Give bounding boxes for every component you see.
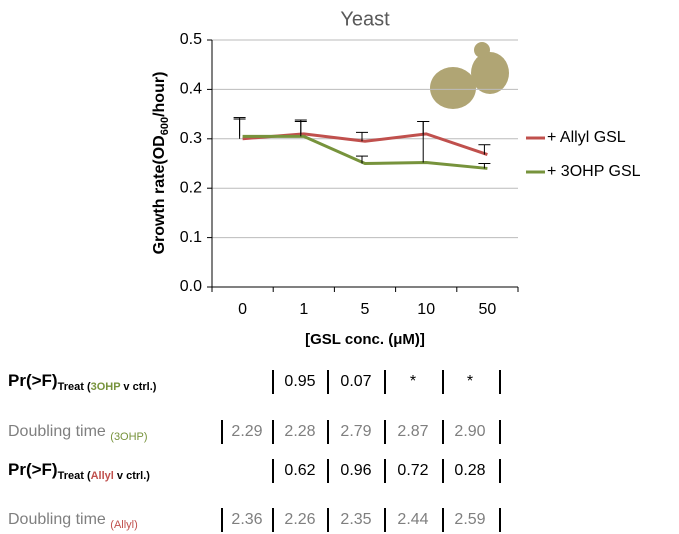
label-sub: Treat ( [58, 381, 91, 393]
y-label-sub: 600 [159, 117, 171, 135]
x-tick-label: 50 [479, 301, 497, 318]
cell: 0.28 [454, 462, 485, 479]
cell: 0.62 [284, 462, 315, 479]
legend-label: + Allyl GSL [547, 129, 626, 146]
cell: * [410, 373, 416, 390]
row-label: Pr(>F)Treat (3OHP v ctrl.) [8, 371, 157, 392]
label-tag: (3OHP) [110, 431, 147, 443]
cell: 2.59 [454, 511, 485, 528]
y-tick-label: 0.0 [180, 278, 202, 295]
cell: 2.35 [340, 511, 371, 528]
y-tick-label: 0.4 [180, 81, 202, 98]
cell: 2.29 [231, 423, 262, 440]
cell: * [467, 373, 473, 390]
y-axis-label: Growth rate(OD600/hour) [151, 72, 171, 255]
legend-label: + 3OHP GSL [547, 163, 641, 180]
y-tick-label: 0.3 [180, 130, 202, 147]
error-bar [417, 122, 429, 163]
cell: 2.26 [284, 511, 315, 528]
cell: 2.36 [231, 511, 262, 528]
y-tick-label: 0.5 [180, 31, 202, 48]
cell: 2.90 [454, 423, 485, 440]
label-tag: Allyl [91, 470, 114, 482]
label-end: v ctrl.) [114, 470, 150, 482]
label-main: Doubling time [8, 423, 110, 440]
cell: 0.95 [284, 373, 315, 390]
cell: 2.44 [397, 511, 428, 528]
cell: 0.72 [397, 462, 428, 479]
y-tick-label: 0.1 [180, 229, 202, 246]
chart-title: Yeast [340, 8, 390, 30]
label-end: v ctrl.) [120, 381, 156, 393]
label-main: Pr(>F) [8, 460, 58, 479]
label-sub: Treat ( [58, 470, 91, 482]
x-tick-label: 5 [361, 301, 370, 318]
label-tag: (Allyl) [110, 519, 138, 531]
cell: 0.07 [340, 373, 371, 390]
row-label: Doubling time (Allyl) [8, 511, 138, 531]
error-bar [234, 119, 246, 136]
label-main: Pr(>F) [8, 371, 58, 390]
y-tick-label: 0.2 [180, 179, 202, 196]
y-label: Growth rate(OD [151, 135, 168, 254]
row-label: Doubling time (3OHP) [8, 423, 148, 443]
cell: 2.28 [284, 423, 315, 440]
cell: 2.79 [340, 423, 371, 440]
x-tick-label: 10 [417, 301, 435, 318]
row-label: Pr(>F)Treat (Allyl v ctrl.) [8, 460, 150, 481]
x-tick-label: 1 [299, 301, 308, 318]
x-axis-label: [GSL conc. (μM)] [305, 331, 425, 348]
label-tag: 3OHP [91, 381, 121, 393]
yeast-icon [430, 42, 509, 109]
cell: 0.96 [340, 462, 371, 479]
y-label-end: /hour) [151, 72, 168, 117]
chart: Yeast Growth rate(OD600/hour) [GSL conc.… [0, 0, 679, 534]
label-main: Doubling time [8, 511, 110, 528]
x-tick-label: 0 [238, 301, 247, 318]
cell: 2.87 [397, 423, 428, 440]
